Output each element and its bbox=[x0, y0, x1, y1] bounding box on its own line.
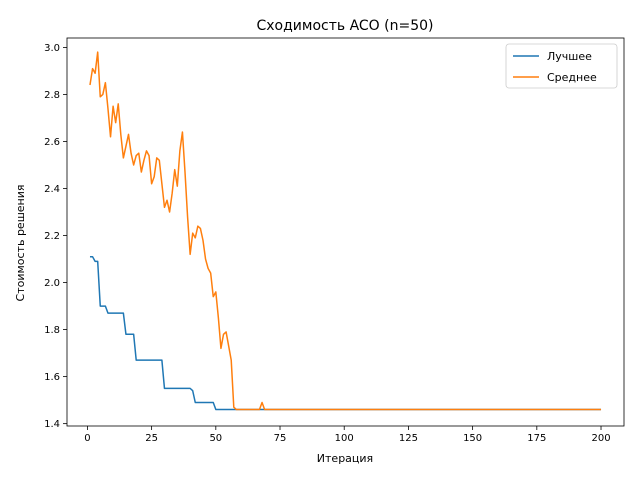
legend-label-1: Среднее bbox=[547, 71, 597, 84]
x-tick-label: 175 bbox=[527, 433, 546, 444]
x-tick-label: 0 bbox=[84, 433, 90, 444]
x-tick-label: 150 bbox=[463, 433, 482, 444]
series-line-0 bbox=[89, 255, 602, 411]
y-tick-label: 2.0 bbox=[44, 278, 60, 289]
y-tick-label: 1.8 bbox=[44, 325, 60, 336]
x-tick-label: 125 bbox=[399, 433, 418, 444]
y-axis-label: Стоимость решения bbox=[14, 185, 27, 302]
x-tick-label: 50 bbox=[209, 433, 222, 444]
x-tick-label: 75 bbox=[274, 433, 287, 444]
legend: Лучшее Среднее bbox=[505, 43, 618, 89]
x-tick-label: 100 bbox=[335, 433, 354, 444]
y-tick-label: 1.4 bbox=[44, 419, 60, 430]
series-line-1 bbox=[89, 51, 602, 411]
y-tick-label: 2.4 bbox=[44, 184, 60, 195]
x-tick-label: 25 bbox=[145, 433, 158, 444]
legend-label-0: Лучшее bbox=[547, 50, 592, 63]
x-axis-ticks: 0 25 50 75 100 125 150 175 200 bbox=[84, 426, 611, 444]
y-tick-label: 3.0 bbox=[44, 43, 60, 54]
plot-area bbox=[66, 37, 625, 427]
x-tick-label: 200 bbox=[591, 433, 610, 444]
y-tick-label: 2.6 bbox=[44, 137, 60, 148]
x-axis-label: Итерация bbox=[317, 452, 373, 465]
plot-frame bbox=[66, 37, 625, 427]
y-tick-label: 2.2 bbox=[44, 231, 60, 242]
y-axis-ticks: 1.4 1.6 1.8 2.0 2.2 2.4 2.6 2.8 3.0 bbox=[44, 43, 67, 430]
y-tick-label: 2.8 bbox=[44, 90, 60, 101]
chart-title: Сходимость ACO (n=50) bbox=[256, 18, 433, 34]
y-tick-label: 1.6 bbox=[44, 372, 60, 383]
